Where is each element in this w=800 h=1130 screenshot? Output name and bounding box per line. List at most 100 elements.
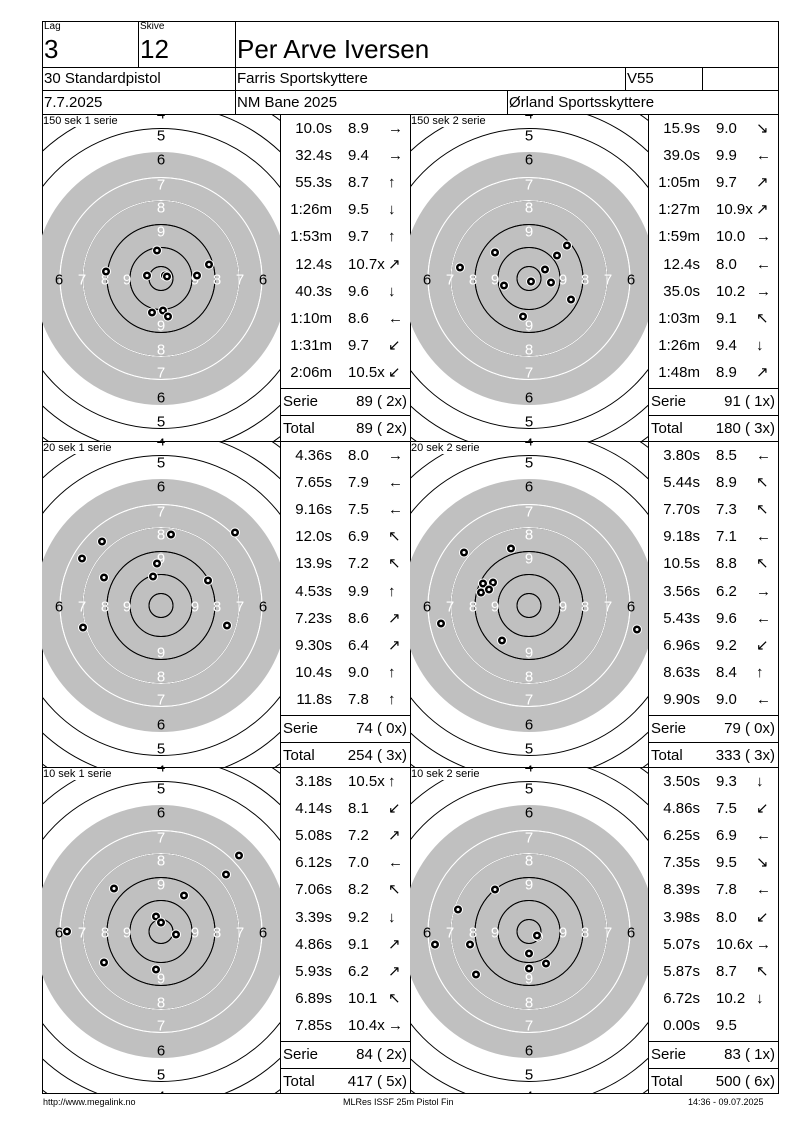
- shot-time: 15.9s: [663, 120, 700, 137]
- ring-number: 7: [157, 1018, 165, 1035]
- ring-number: 8: [213, 599, 221, 616]
- shot-score: 10.0: [716, 228, 746, 246]
- ring-number: 5: [157, 781, 165, 798]
- shot-score: 9.0: [716, 120, 737, 137]
- serie-label: Serie: [283, 1046, 319, 1063]
- ring-number: 5: [157, 414, 165, 431]
- ring-number: 5: [157, 741, 165, 758]
- serie-label: Serie: [283, 393, 319, 410]
- summary-divider: [280, 742, 410, 743]
- serie-value: 89 ( 2x): [356, 393, 407, 410]
- shot-score: 10.9x: [716, 201, 753, 219]
- shot-score: 6.9: [716, 827, 737, 845]
- ring-number: 4: [525, 436, 533, 442]
- target-ring: [129, 900, 193, 963]
- shot-score: 8.4: [716, 663, 737, 681]
- ring-number: 8: [525, 527, 533, 544]
- shot-row: 55.3s 8.7 ↑: [280, 169, 410, 196]
- shot-direction-arrow-icon: →: [388, 147, 403, 165]
- shot-time: 5.43s: [663, 609, 700, 627]
- shot-direction-arrow-icon: ↗: [388, 255, 401, 273]
- ring-number: 9: [525, 971, 533, 988]
- shot-hole-center: [154, 915, 158, 918]
- shot-hole-center: [529, 280, 533, 283]
- shot-time: 3.56s: [663, 582, 700, 600]
- total-label: Total: [651, 747, 683, 764]
- ring-number: 6: [157, 390, 165, 407]
- shot-time: 5.07s: [663, 935, 700, 953]
- shot-time: 32.4s: [295, 147, 332, 165]
- header-divider: [42, 90, 779, 91]
- ring-number: 6: [157, 805, 165, 822]
- shot-direction-arrow-icon: ↖: [756, 501, 769, 519]
- shot-direction-arrow-icon: →: [756, 282, 771, 300]
- shot-hole-center: [565, 244, 569, 247]
- shot-score: 10.7x: [348, 255, 385, 273]
- ring-number: 6: [259, 599, 267, 616]
- shot-time: 10.0s: [295, 120, 332, 137]
- ring-number: 5: [157, 455, 165, 472]
- shot-hole-center: [166, 315, 170, 318]
- target-ring: [516, 919, 542, 944]
- shot-score: 8.1: [348, 800, 369, 818]
- ring-number: 4: [525, 114, 533, 123]
- target-ring: [474, 551, 584, 660]
- series-title: 150 sek 1 serie: [43, 115, 119, 127]
- total-row: Total 180 ( 3x): [651, 416, 775, 442]
- summary-divider: [648, 715, 778, 716]
- shot-row: 11.8s 7.8 ↑: [280, 686, 410, 713]
- shot-hole-center: [233, 531, 237, 534]
- summary-divider: [648, 388, 778, 389]
- shot-time: 3.18s: [295, 773, 332, 790]
- target-ring: [148, 593, 174, 618]
- shot-time: 9.16s: [295, 501, 332, 519]
- shot-hole-center: [433, 943, 437, 946]
- shot-time: 39.0s: [663, 147, 700, 165]
- target-ring: [82, 200, 240, 357]
- ring-number: 9: [559, 272, 567, 289]
- shot-direction-arrow-icon: ↗: [388, 609, 401, 627]
- footer-url: http://www.megalink.no: [43, 1097, 136, 1107]
- series-title: 10 sek 2 serie: [411, 768, 481, 780]
- ring-number: 5: [157, 128, 165, 145]
- header-divider: [235, 21, 236, 114]
- shot-score: 9.5: [716, 1016, 737, 1034]
- shot-row: 9.18s 7.1 ←: [648, 523, 778, 550]
- target-table-divider: [648, 767, 649, 1094]
- target-ring: [497, 574, 561, 637]
- target-ring: [427, 177, 631, 380]
- ring-number: 8: [469, 599, 477, 616]
- target-ring: [410, 455, 648, 756]
- summary-divider: [280, 1068, 410, 1069]
- shot-direction-arrow-icon: ↑: [388, 228, 396, 246]
- shot-row: 1:48m 8.9 ↗: [648, 359, 778, 386]
- shot-hole-center: [509, 547, 513, 550]
- target-ring: [497, 900, 561, 963]
- shot-score: 8.9: [716, 363, 737, 381]
- shot-hole-center: [81, 626, 85, 629]
- total-row: Total 500 ( 6x): [651, 1069, 775, 1095]
- shot-time: 5.44s: [663, 474, 700, 492]
- serie-value: 79 ( 0x): [724, 720, 775, 737]
- ring-number: 9: [157, 877, 165, 894]
- shot-direction-arrow-icon: ↗: [756, 174, 769, 192]
- shot-row: 7.35s 9.5 ↘: [648, 849, 778, 876]
- series-divider: [42, 441, 779, 442]
- shot-direction-arrow-icon: ←: [388, 854, 403, 872]
- shot-score: 8.7: [348, 174, 369, 192]
- summary-divider: [648, 742, 778, 743]
- shot-hole-center: [80, 557, 84, 560]
- shot-hole-center: [169, 533, 173, 536]
- target-ring: [42, 128, 280, 429]
- shot-direction-arrow-icon: →: [388, 1016, 403, 1034]
- ring-number: 4: [525, 1089, 533, 1095]
- shot-row: 7.23s 8.6 ↗: [280, 605, 410, 632]
- shot-direction-arrow-icon: →: [756, 935, 771, 953]
- shot-time: 40.3s: [295, 282, 332, 300]
- shot-time: 5.87s: [663, 962, 700, 980]
- shot-score: 9.1: [716, 309, 737, 327]
- ring-number: 9: [491, 925, 499, 942]
- ring-number: 9: [525, 645, 533, 662]
- shot-score: 9.6: [716, 609, 737, 627]
- header-divider: [42, 67, 779, 68]
